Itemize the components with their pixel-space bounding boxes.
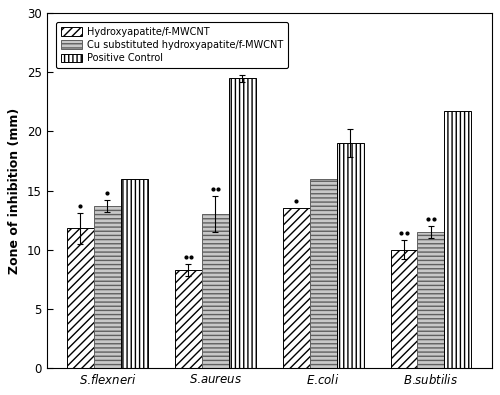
- Bar: [67, 228, 94, 368]
- Legend: Hydroxyapatite/f-MWCNT, Cu substituted hydroxyapatite/f-MWCNT, Positive Control: Hydroxyapatite/f-MWCNT, Cu substituted h…: [56, 22, 288, 68]
- Bar: [310, 179, 336, 368]
- Bar: [228, 78, 256, 368]
- Bar: [390, 250, 417, 368]
- Bar: [418, 232, 444, 368]
- Bar: [121, 179, 148, 368]
- Bar: [336, 143, 363, 368]
- Bar: [174, 270, 202, 368]
- Y-axis label: Zone of inhibition (mm): Zone of inhibition (mm): [8, 107, 22, 274]
- Bar: [444, 111, 471, 368]
- Bar: [202, 214, 228, 368]
- Bar: [282, 208, 310, 368]
- Bar: [94, 206, 121, 368]
